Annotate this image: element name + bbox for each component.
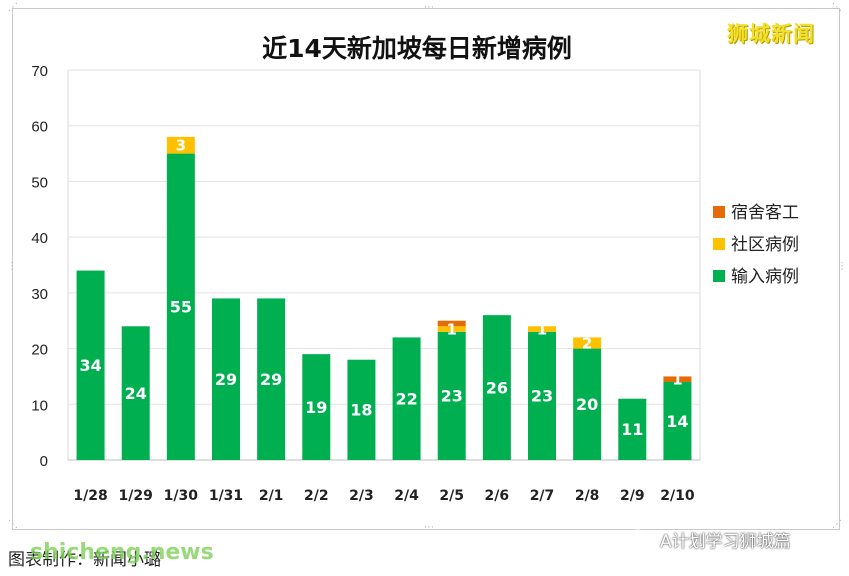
data-label: 23 <box>441 387 463 406</box>
y-tick-label: 10 <box>31 397 48 414</box>
watermark-logo: 狮城新闻 <box>727 22 815 46</box>
x-tick-label: 2/6 <box>485 488 510 504</box>
x-tick-label: 2/4 <box>394 488 419 504</box>
data-label: 34 <box>79 356 101 375</box>
data-label: 11 <box>621 420 643 439</box>
bar-0-2-3 <box>347 359 376 460</box>
y-tick-label: 50 <box>31 174 48 191</box>
x-tick-label: 1/31 <box>209 488 243 504</box>
bar-2-2-10 <box>663 376 692 382</box>
data-label: 14 <box>666 412 688 431</box>
credit-watermark: shicheng.news <box>30 540 214 565</box>
y-tick-label: 0 <box>40 453 48 470</box>
data-label: 1 <box>537 320 547 338</box>
y-tick-label: 30 <box>31 286 48 303</box>
legend-swatch <box>713 238 725 250</box>
bar-0-2-6 <box>482 315 511 460</box>
bar-0-2-2 <box>302 354 331 460</box>
data-label: 2 <box>582 334 592 352</box>
bar-0-1-28 <box>76 270 105 460</box>
bar-0-2-9 <box>618 398 647 460</box>
bar-1-1-30 <box>166 136 195 154</box>
data-label: 1 <box>672 371 682 389</box>
wechat-icon <box>628 529 654 549</box>
data-label: 24 <box>125 384 147 403</box>
chart-credit: 图表制作：新闻小璐 <box>8 550 161 570</box>
bar-1-2-5 <box>437 326 466 332</box>
bars <box>76 136 692 461</box>
y-axis: 0 10 20 30 40 50 60 70 <box>31 63 48 470</box>
data-label: 26 <box>486 378 508 397</box>
data-label: 3 <box>176 137 186 155</box>
x-tick-label: 2/1 <box>259 488 284 504</box>
y-tick-label: 60 <box>31 119 48 136</box>
x-tick-label: 2/10 <box>660 488 695 504</box>
bar-0-2-8 <box>573 348 602 460</box>
legend-label: 宿舍客工 <box>731 203 799 223</box>
resize-handle-top[interactable]: ⋯ <box>424 2 434 13</box>
bar-0-1-29 <box>121 326 150 460</box>
y-tick-label: 40 <box>31 230 48 247</box>
resize-handle-bottom[interactable]: ⋯ <box>424 522 434 533</box>
y-tick-label: 20 <box>31 342 48 359</box>
legend-label: 输入病例 <box>731 267 799 287</box>
data-label: 23 <box>531 387 553 406</box>
x-tick-label: 2/7 <box>530 488 555 504</box>
wechat-account[interactable]: A计划学习狮城篇 <box>628 527 791 552</box>
resize-handle-corner-tl[interactable]: ⋰ <box>8 2 18 13</box>
bar-1-2-8 <box>573 337 602 349</box>
data-label: 55 <box>170 298 192 317</box>
x-tick-label: 1/30 <box>164 488 199 504</box>
legend-label: 社区病例 <box>731 235 799 255</box>
x-axis: 1/28 1/29 1/30 1/31 2/1 2/2 2/3 2/4 2/5 2/6 2/7 2/8… <box>68 459 700 504</box>
bar-0-2-4 <box>392 337 421 460</box>
y-tick-label: 70 <box>31 63 48 80</box>
x-tick-label: 2/3 <box>349 488 374 504</box>
x-tick-label: 2/2 <box>304 488 329 504</box>
x-tick-label: 1/29 <box>119 488 153 504</box>
wechat-label: A计划学习狮城篇 <box>660 532 791 552</box>
resize-handle-right[interactable]: ⋮ <box>837 261 847 272</box>
bar-0-2-5 <box>437 331 466 460</box>
x-tick-label: 2/8 <box>575 488 600 504</box>
data-label: 22 <box>395 389 417 408</box>
data-label: 29 <box>260 370 282 389</box>
data-label: 29 <box>215 370 237 389</box>
bar-0-1-31 <box>212 298 240 460</box>
bar-0-2-10 <box>663 382 692 460</box>
chart-title: 近14天新加坡每日新增病例 <box>262 34 572 63</box>
bar-0-2-7 <box>528 331 556 460</box>
resize-handle-corner-tr[interactable]: ⋱ <box>832 2 842 13</box>
data-label: 18 <box>350 401 372 420</box>
resize-handle-corner-br[interactable]: ⋰ <box>832 519 842 530</box>
data-label: 1 <box>446 320 456 338</box>
legend-swatch <box>713 206 725 218</box>
bar-2-2-5 <box>437 320 466 327</box>
resize-handle-corner-bl[interactable]: ⋱ <box>8 519 18 530</box>
plot-area-border <box>67 69 701 461</box>
x-tick-label: 2/9 <box>620 488 645 504</box>
chart-frame <box>12 8 840 530</box>
x-tick-label: 1/28 <box>73 488 107 504</box>
gridlines <box>67 69 701 461</box>
resize-handle-left[interactable]: ⋮ <box>7 261 17 272</box>
data-label: 19 <box>305 398 327 417</box>
x-tick-label: 2/5 <box>439 488 464 504</box>
bar-1-2-7 <box>528 326 556 332</box>
legend-swatch <box>713 270 725 282</box>
bar-0-1-30 <box>166 153 195 461</box>
data-label: 20 <box>576 395 598 414</box>
bar-0-2-1 <box>257 298 286 460</box>
